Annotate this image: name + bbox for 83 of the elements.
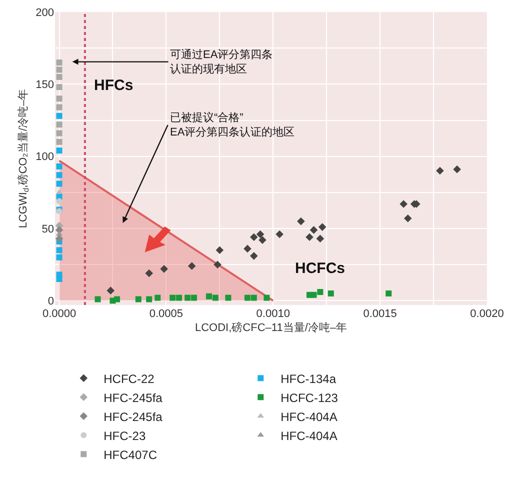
point: [106, 286, 114, 294]
point: [56, 130, 62, 136]
point: [56, 112, 62, 119]
y-tick-label: 50: [42, 223, 54, 236]
point: [94, 296, 101, 302]
legend-label: HFC-245fa: [104, 410, 163, 424]
point: [404, 214, 412, 222]
x-tick-label: 0.0010: [256, 308, 290, 320]
point: [328, 290, 334, 296]
annotation: HFCs: [94, 77, 134, 94]
point: [146, 296, 152, 302]
point: [176, 294, 182, 301]
point: [160, 265, 168, 273]
point: [56, 276, 62, 282]
point: [436, 166, 444, 175]
point: [184, 294, 191, 301]
point: [244, 294, 250, 301]
point: [56, 104, 62, 110]
x-tick-label: 0.0000: [42, 308, 76, 320]
point: [258, 236, 266, 244]
point: [135, 296, 142, 302]
point: [55, 234, 64, 243]
point: [256, 230, 264, 238]
y-tick-label: 150: [36, 79, 54, 92]
point: [145, 269, 153, 278]
point: [56, 148, 62, 154]
point: [56, 138, 62, 145]
point: [264, 294, 270, 301]
y-tick-label: 200: [36, 6, 54, 19]
point: [400, 200, 408, 208]
annotation: HCFCs: [295, 260, 346, 277]
point: [310, 292, 317, 298]
point: [316, 234, 324, 243]
point: [250, 252, 258, 260]
point: [56, 84, 62, 90]
point: [170, 294, 176, 301]
point: [318, 223, 326, 231]
point: [250, 294, 257, 301]
point: [250, 233, 258, 242]
y-tick-label: 0: [48, 296, 54, 308]
legend-label: HCFC-22: [104, 372, 155, 386]
point: [191, 294, 198, 301]
point: [306, 233, 314, 242]
point: [206, 293, 212, 300]
point: [56, 66, 62, 73]
point: [310, 226, 318, 234]
point: [56, 163, 62, 170]
point: [244, 244, 252, 253]
point: [317, 289, 324, 296]
point: [114, 296, 120, 302]
legend-label: HFC-404A: [280, 428, 338, 443]
point: [386, 290, 392, 296]
point: [56, 60, 62, 66]
point: [214, 260, 222, 268]
point: [276, 230, 284, 238]
point: [56, 122, 62, 128]
annotation: 已被提议“合格”EA评分第四条认证的地区: [170, 111, 295, 138]
point: [56, 254, 62, 260]
point: [56, 198, 62, 204]
point: [188, 262, 196, 270]
point: [297, 217, 305, 226]
legend-label: HFC-404A: [280, 410, 338, 424]
point: [225, 294, 232, 301]
point: [56, 96, 62, 102]
x-axis-title: LCODI,磅CFC–11当量/冷吨–年: [195, 321, 347, 334]
x-tick-label: 0.0005: [149, 308, 184, 320]
x-tick-label: 0.0015: [363, 308, 397, 320]
legend-label: HFC-245fa: [104, 390, 163, 405]
point: [56, 180, 62, 187]
point: [453, 165, 461, 174]
point: [216, 246, 224, 254]
x-tick-label: 0.0020: [470, 308, 504, 320]
legend-label: HCFC-123: [280, 390, 338, 405]
point: [154, 294, 161, 301]
point: [212, 294, 218, 301]
legend-label: HFC407C: [104, 448, 158, 462]
point: [56, 172, 62, 178]
y-tick-label: 100: [36, 151, 54, 164]
point: [56, 74, 62, 80]
legend-label: HFC-134a: [280, 372, 336, 386]
point: [56, 247, 62, 254]
legend-label: HFC-23: [104, 428, 146, 443]
annotation: 可通过EA评分第四条认证的现有地区: [170, 48, 273, 76]
